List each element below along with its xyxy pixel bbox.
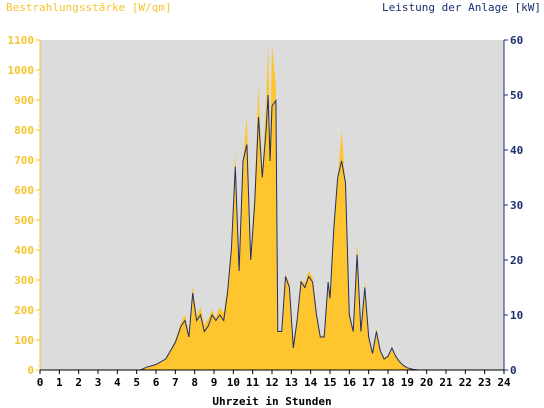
- left-tick-label: 1100: [8, 34, 35, 47]
- left-tick-label: 0: [27, 364, 34, 377]
- x-tick-label: 4: [114, 376, 121, 389]
- x-tick-label: 9: [211, 376, 218, 389]
- x-tick-label: 18: [381, 376, 394, 389]
- x-tick-label: 11: [246, 376, 260, 389]
- left-tick-label: 700: [14, 154, 34, 167]
- right-tick-label: 20: [510, 254, 523, 267]
- axes-layer: 0100200300400500600700800900100011000102…: [8, 34, 524, 389]
- left-tick-label: 400: [14, 244, 34, 257]
- x-tick-label: 7: [172, 376, 179, 389]
- x-tick-label: 5: [133, 376, 140, 389]
- power-line: [40, 94, 504, 371]
- right-tick-label: 50: [510, 89, 523, 102]
- x-tick-label: 22: [459, 376, 472, 389]
- left-tick-label: 900: [14, 94, 34, 107]
- series-layer: [40, 43, 504, 371]
- x-tick-label: 17: [362, 376, 375, 389]
- left-tick-label: 600: [14, 184, 34, 197]
- x-tick-label: 1: [56, 376, 63, 389]
- x-tick-label: 2: [75, 376, 82, 389]
- x-tick-label: 3: [95, 376, 102, 389]
- right-tick-label: 30: [510, 199, 523, 212]
- left-tick-label: 200: [14, 304, 34, 317]
- x-tick-label: 16: [343, 376, 357, 389]
- x-tick-label: 13: [285, 376, 298, 389]
- right-tick-label: 40: [510, 144, 523, 157]
- left-axis-title: Bestrahlungsstärke [W/qm]: [6, 1, 172, 14]
- left-tick-label: 500: [14, 214, 34, 227]
- x-tick-label: 0: [37, 376, 44, 389]
- x-tick-label: 23: [478, 376, 491, 389]
- x-tick-label: 14: [304, 376, 318, 389]
- right-axis-title: Leistung der Anlage [kW]: [382, 1, 541, 14]
- x-tick-label: 12: [265, 376, 278, 389]
- x-tick-label: 8: [191, 376, 198, 389]
- right-tick-label: 0: [510, 364, 517, 377]
- left-tick-label: 100: [14, 334, 34, 347]
- irradiance-area: [40, 43, 504, 370]
- right-tick-label: 10: [510, 309, 523, 322]
- x-tick-label: 21: [439, 376, 453, 389]
- left-tick-label: 800: [14, 124, 34, 137]
- right-tick-label: 60: [510, 34, 523, 47]
- left-tick-label: 1000: [8, 64, 35, 77]
- x-tick-label: 15: [323, 376, 336, 389]
- x-tick-label: 20: [420, 376, 433, 389]
- x-tick-label: 6: [153, 376, 160, 389]
- x-tick-label: 19: [401, 376, 414, 389]
- left-tick-label: 300: [14, 274, 34, 287]
- x-axis-label: Uhrzeit in Stunden: [212, 395, 331, 408]
- x-tick-label: 24: [497, 376, 511, 389]
- x-tick-label: 10: [227, 376, 240, 389]
